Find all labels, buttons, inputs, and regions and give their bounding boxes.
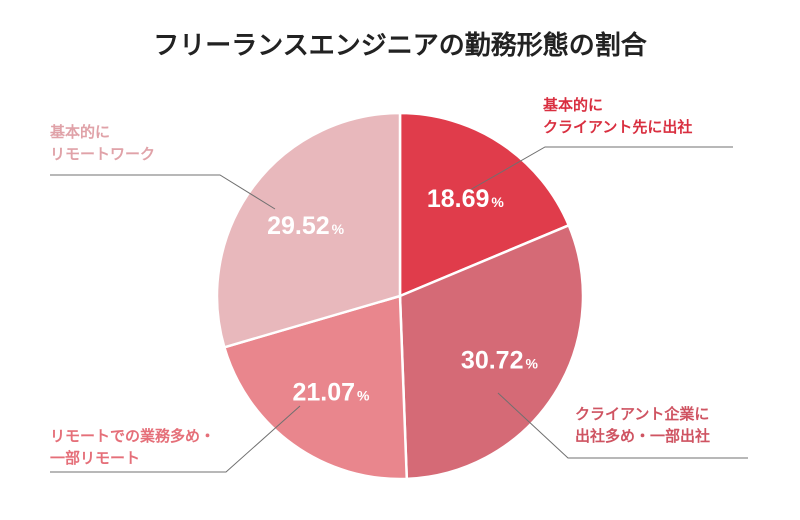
slice-category-label-line: 基本的に — [542, 96, 603, 114]
slice-category-label-line: リモートでの業務多め・ — [50, 427, 215, 445]
category-labels: 基本的にクライアント先に出社クライアント企業に出社多め・一部出社リモートでの業務… — [49, 96, 710, 467]
slice-percentage-label: 30.72% — [461, 347, 539, 375]
slice-percentage-value: 21.07 — [292, 379, 355, 407]
pie-slice — [223, 294, 409, 481]
slice-percentage-unit: % — [525, 356, 538, 372]
percentage-labels: 18.69 %30.72 %21.07 %29.52% — [267, 185, 538, 407]
pie-slice — [398, 224, 585, 481]
slice-percentage-unit: % — [491, 194, 504, 210]
slice-percentage-label: 21.07% — [292, 379, 370, 407]
pie-slices — [215, 111, 585, 481]
pie-slice — [398, 111, 571, 298]
slice-category-label: 基本的にクライアント先に出社 — [542, 96, 692, 136]
slice-category-label: 基本的にリモートワーク — [49, 123, 155, 163]
slice-category-label-line: クライアント先に出社 — [543, 118, 692, 136]
slice-percentage-value: 18.69 — [427, 185, 490, 213]
pie-slice — [215, 111, 402, 349]
slice-category-label-line: 出社多め・一部出社 — [575, 427, 710, 445]
slice-category-label-line: 基本的に — [49, 123, 110, 141]
leader-line — [469, 146, 733, 191]
leader-line — [497, 392, 748, 459]
slice-category-label: リモートでの業務多め・一部リモート — [50, 427, 215, 467]
slice-category-label-line: クライアント企業に — [575, 405, 709, 423]
slice-category-label-line: 一部リモート — [50, 449, 140, 467]
slice-percentage-value: 30.72 — [461, 347, 524, 375]
slice-percentage-value: 29.52 — [267, 212, 330, 240]
chart-title: フリーランスエンジニアの勤務形態の割合 — [153, 30, 647, 61]
slice-percentage-label: 29.52% — [267, 212, 345, 240]
leader-line — [50, 174, 276, 210]
slice-category-label: クライアント企業に出社多め・一部出社 — [575, 405, 710, 445]
leader-lines — [50, 146, 748, 473]
slice-percentage-unit: % — [357, 388, 370, 404]
slice-percentage-unit: % — [332, 221, 345, 237]
slice-category-label-line: リモートワーク — [50, 145, 155, 163]
slice-percentage-label: 18.69% — [427, 185, 505, 213]
leader-line — [50, 405, 301, 473]
